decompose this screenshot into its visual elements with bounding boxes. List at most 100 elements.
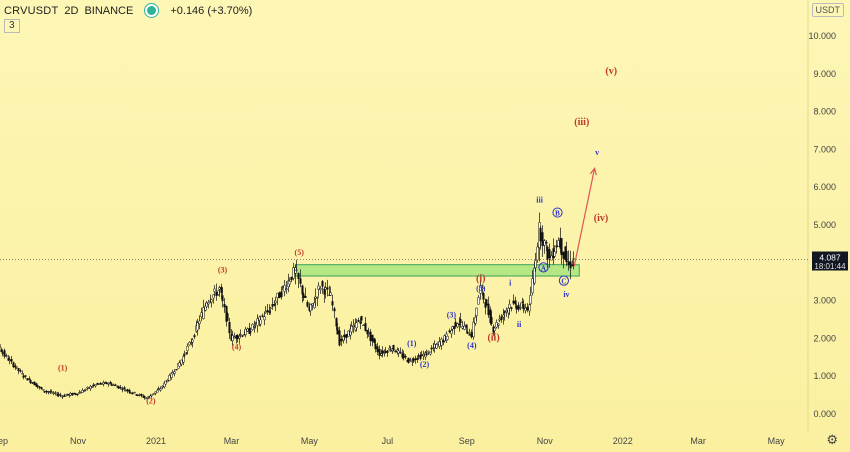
interval-label[interactable]: 2D <box>64 4 79 17</box>
candle-body <box>317 285 320 290</box>
candle-body <box>254 322 257 324</box>
x-tick-label: Sep <box>459 436 475 446</box>
candle-body <box>507 307 510 314</box>
candle-body <box>355 322 358 329</box>
candle-body <box>572 258 575 260</box>
exchange-label: BINANCE <box>84 4 134 17</box>
candle-body <box>152 393 155 395</box>
candle-body <box>29 379 32 383</box>
x-tick-label: Mar <box>224 436 240 446</box>
candle-body <box>360 316 363 321</box>
candle-body <box>143 396 146 398</box>
wave-label: (4) <box>467 341 477 350</box>
candle-body <box>463 325 466 330</box>
candle-body <box>188 342 191 346</box>
candle-body <box>175 369 178 371</box>
candle-body <box>97 383 100 386</box>
candle-body <box>109 381 112 384</box>
candle-body <box>36 385 39 388</box>
y-tick-label: 5.000 <box>813 220 836 230</box>
candle-body <box>138 394 141 396</box>
y-tick-label: 10.000 <box>808 31 836 41</box>
candle-body <box>438 341 441 347</box>
candle-body <box>213 288 216 292</box>
wave-label-circle <box>538 262 549 273</box>
candle-body <box>324 287 327 290</box>
wave-label: v <box>595 148 599 157</box>
wave-label: (1) <box>58 364 68 373</box>
candle-body <box>569 261 572 269</box>
candle-body <box>453 325 456 329</box>
candle-body <box>274 300 277 304</box>
candle-body <box>313 302 316 309</box>
candle-body <box>185 352 188 354</box>
candle-body <box>475 307 478 317</box>
candle-body <box>278 292 281 299</box>
candle-body <box>510 307 513 309</box>
candle-body <box>107 383 110 385</box>
candle-body <box>273 304 276 306</box>
candle-body <box>416 358 419 360</box>
candle-body <box>533 267 536 284</box>
wave-label: C <box>561 278 566 286</box>
candle-body <box>374 343 377 349</box>
candle-body <box>430 347 433 350</box>
candle-body <box>446 335 449 340</box>
candle-body <box>10 358 13 362</box>
currency-button[interactable]: USDT <box>811 3 844 17</box>
candle-body <box>21 373 24 375</box>
candle-body <box>26 378 29 381</box>
candle-body <box>71 393 74 396</box>
candle-body <box>399 351 402 354</box>
candle-body <box>218 287 221 290</box>
candle-body <box>52 392 55 394</box>
wave-label: (5) <box>295 248 305 257</box>
candle-body <box>200 312 203 318</box>
candle-body <box>19 370 22 372</box>
x-tick-label: Mar <box>690 436 706 446</box>
candle-body <box>316 297 319 299</box>
candle-body <box>239 333 242 336</box>
x-tick-label: 2022 <box>613 436 633 446</box>
candle-body <box>461 326 464 329</box>
candle-body <box>311 303 314 306</box>
y-tick-label: 8.000 <box>813 107 836 117</box>
candle-body <box>191 339 194 343</box>
symbol-name[interactable]: CRVUSDT <box>4 4 59 17</box>
studies-count-button[interactable]: 3 <box>4 19 20 33</box>
x-tick-label: Nov <box>537 436 554 446</box>
candle-body <box>381 350 384 354</box>
candle-body <box>495 322 498 328</box>
candle-body <box>519 307 522 309</box>
candle-body <box>571 264 574 267</box>
y-tick-label: 1.000 <box>813 371 836 381</box>
candle-body <box>301 285 304 295</box>
candle-body <box>110 383 113 386</box>
candle-body <box>256 318 259 326</box>
candle-body <box>119 387 122 389</box>
candle-body <box>102 382 105 385</box>
candle-body <box>271 304 274 307</box>
candle-body <box>259 319 262 325</box>
candle-body <box>207 302 210 305</box>
candle-body <box>333 308 336 312</box>
candle-body <box>79 392 82 394</box>
candle-body <box>123 387 126 389</box>
candle-body <box>338 330 341 346</box>
candle-body <box>517 304 520 310</box>
wave-label: iv <box>563 290 569 299</box>
candle-body <box>180 359 183 365</box>
candle-body <box>508 303 511 309</box>
candle-body <box>124 390 127 392</box>
candle-body <box>42 389 45 391</box>
candle-body <box>371 334 374 342</box>
candle-body <box>487 303 490 316</box>
candle-body <box>352 325 355 327</box>
gear-icon[interactable]: ⚙ <box>826 432 838 447</box>
candle-body <box>290 276 293 281</box>
candle-body <box>376 346 379 353</box>
candle-body <box>567 261 570 266</box>
candle-body <box>241 335 244 337</box>
